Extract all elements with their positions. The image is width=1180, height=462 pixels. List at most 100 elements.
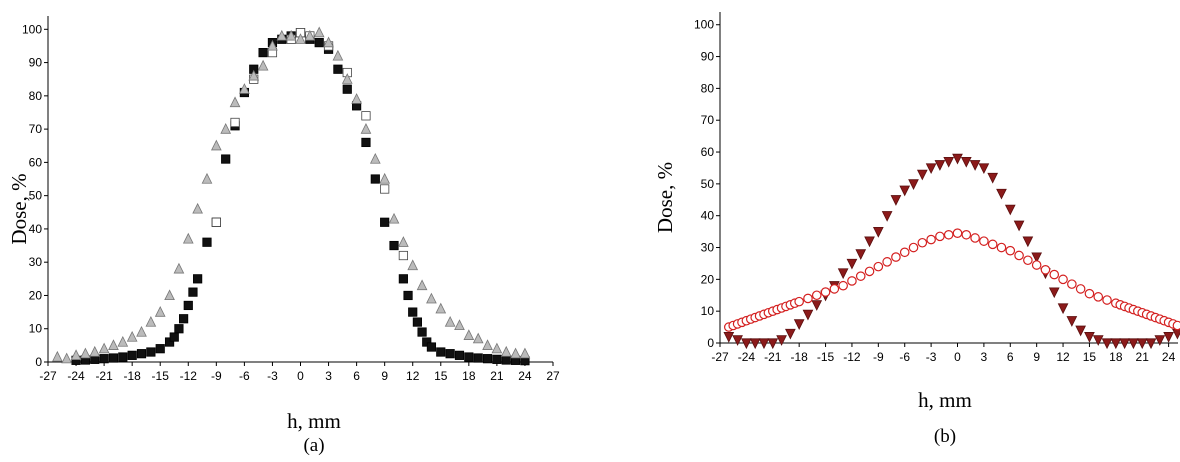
x-tick-label: -15: [817, 350, 835, 364]
data-point: [333, 64, 343, 74]
data-point: [811, 300, 823, 311]
data-point: [1101, 338, 1113, 350]
data-point: [435, 302, 447, 314]
data-point: [855, 271, 866, 281]
data-point: [229, 96, 241, 108]
data-point: [510, 347, 521, 359]
data-point: [332, 49, 344, 61]
data-point: [820, 287, 831, 297]
data-point: [472, 332, 484, 344]
data-point: [426, 292, 437, 304]
data-point: [500, 345, 512, 357]
data-point: [221, 154, 231, 164]
data-point: [881, 211, 893, 222]
x-tick-label: -12: [180, 369, 198, 383]
data-point: [99, 354, 109, 364]
data-point: [473, 353, 483, 363]
data-point: [108, 353, 119, 363]
data-point: [1040, 264, 1051, 275]
data-point: [407, 259, 419, 271]
data-point: [174, 324, 184, 334]
x-tick-label: 24: [518, 369, 532, 383]
x-tick-label: -18: [790, 350, 808, 364]
data-point: [1031, 260, 1042, 270]
data-point: [398, 274, 408, 284]
x-tick-label: 6: [1007, 350, 1014, 364]
y-tick-label: 20: [29, 288, 43, 302]
data-point: [173, 262, 185, 274]
x-tick-label: -15: [152, 369, 170, 383]
x-tick-label: 3: [325, 369, 332, 383]
data-point: [829, 284, 840, 294]
data-point: [164, 289, 175, 301]
y-tick-label: 0: [707, 336, 714, 350]
y-tick-label: 50: [701, 177, 715, 191]
data-point: [436, 347, 446, 357]
y-tick-label: 20: [701, 272, 715, 286]
data-point: [776, 335, 787, 346]
data-point: [444, 315, 456, 327]
data-point: [908, 242, 919, 253]
data-point: [794, 296, 804, 307]
x-tick-label: 6: [353, 369, 360, 383]
x-tick-label: 15: [1083, 350, 1097, 364]
data-point: [192, 202, 203, 214]
x-tick-label: 0: [297, 369, 304, 383]
data-point: [1084, 332, 1095, 343]
data-point: [1013, 220, 1025, 232]
x-tick-label: 18: [1109, 350, 1123, 364]
data-point: [193, 274, 203, 284]
y-tick-label: 40: [701, 209, 715, 223]
y-tick-label: 100: [694, 18, 714, 32]
data-point: [934, 160, 946, 171]
data-point: [767, 338, 779, 350]
data-point: [749, 338, 761, 350]
data-point: [741, 338, 752, 350]
data-point: [403, 290, 413, 301]
data-point: [145, 315, 157, 327]
x-tick-label: -27: [711, 350, 729, 364]
data-point: [369, 152, 381, 164]
data-point: [361, 111, 371, 121]
data-point: [987, 172, 999, 184]
x-tick-label: -9: [211, 369, 222, 383]
data-point: [1005, 245, 1016, 256]
data-point: [1022, 236, 1034, 248]
series-0: [71, 28, 530, 366]
data-point: [899, 185, 911, 197]
data-point: [1014, 250, 1024, 261]
data-point: [89, 345, 101, 357]
data-point: [70, 349, 82, 360]
x-tick-label: 15: [434, 369, 448, 383]
data-point: [379, 172, 391, 184]
data-point: [908, 179, 919, 190]
data-point: [785, 328, 796, 340]
data-point: [1058, 274, 1068, 285]
data-point: [52, 350, 63, 362]
data-point: [117, 335, 129, 347]
data-point: [412, 317, 422, 327]
data-point: [758, 338, 770, 350]
x-tick-label: -9: [873, 350, 884, 364]
data-point: [916, 169, 928, 181]
data-point: [890, 195, 902, 206]
data-point: [952, 228, 963, 238]
y-tick-label: 90: [701, 50, 715, 64]
data-point: [1066, 316, 1078, 327]
y-tick-label: 30: [29, 255, 43, 269]
data-point: [313, 26, 325, 38]
data-point: [882, 257, 892, 267]
data-point: [182, 232, 194, 244]
data-point: [380, 184, 390, 194]
data-point: [342, 84, 352, 94]
data-point: [61, 352, 73, 364]
data-point: [1172, 328, 1180, 340]
x-tick-label: 24: [1162, 350, 1176, 364]
data-point: [1172, 320, 1180, 331]
data-point: [126, 330, 138, 342]
data-point: [1031, 252, 1043, 264]
data-point: [926, 234, 936, 245]
data-point: [873, 261, 884, 272]
data-point: [257, 59, 269, 71]
